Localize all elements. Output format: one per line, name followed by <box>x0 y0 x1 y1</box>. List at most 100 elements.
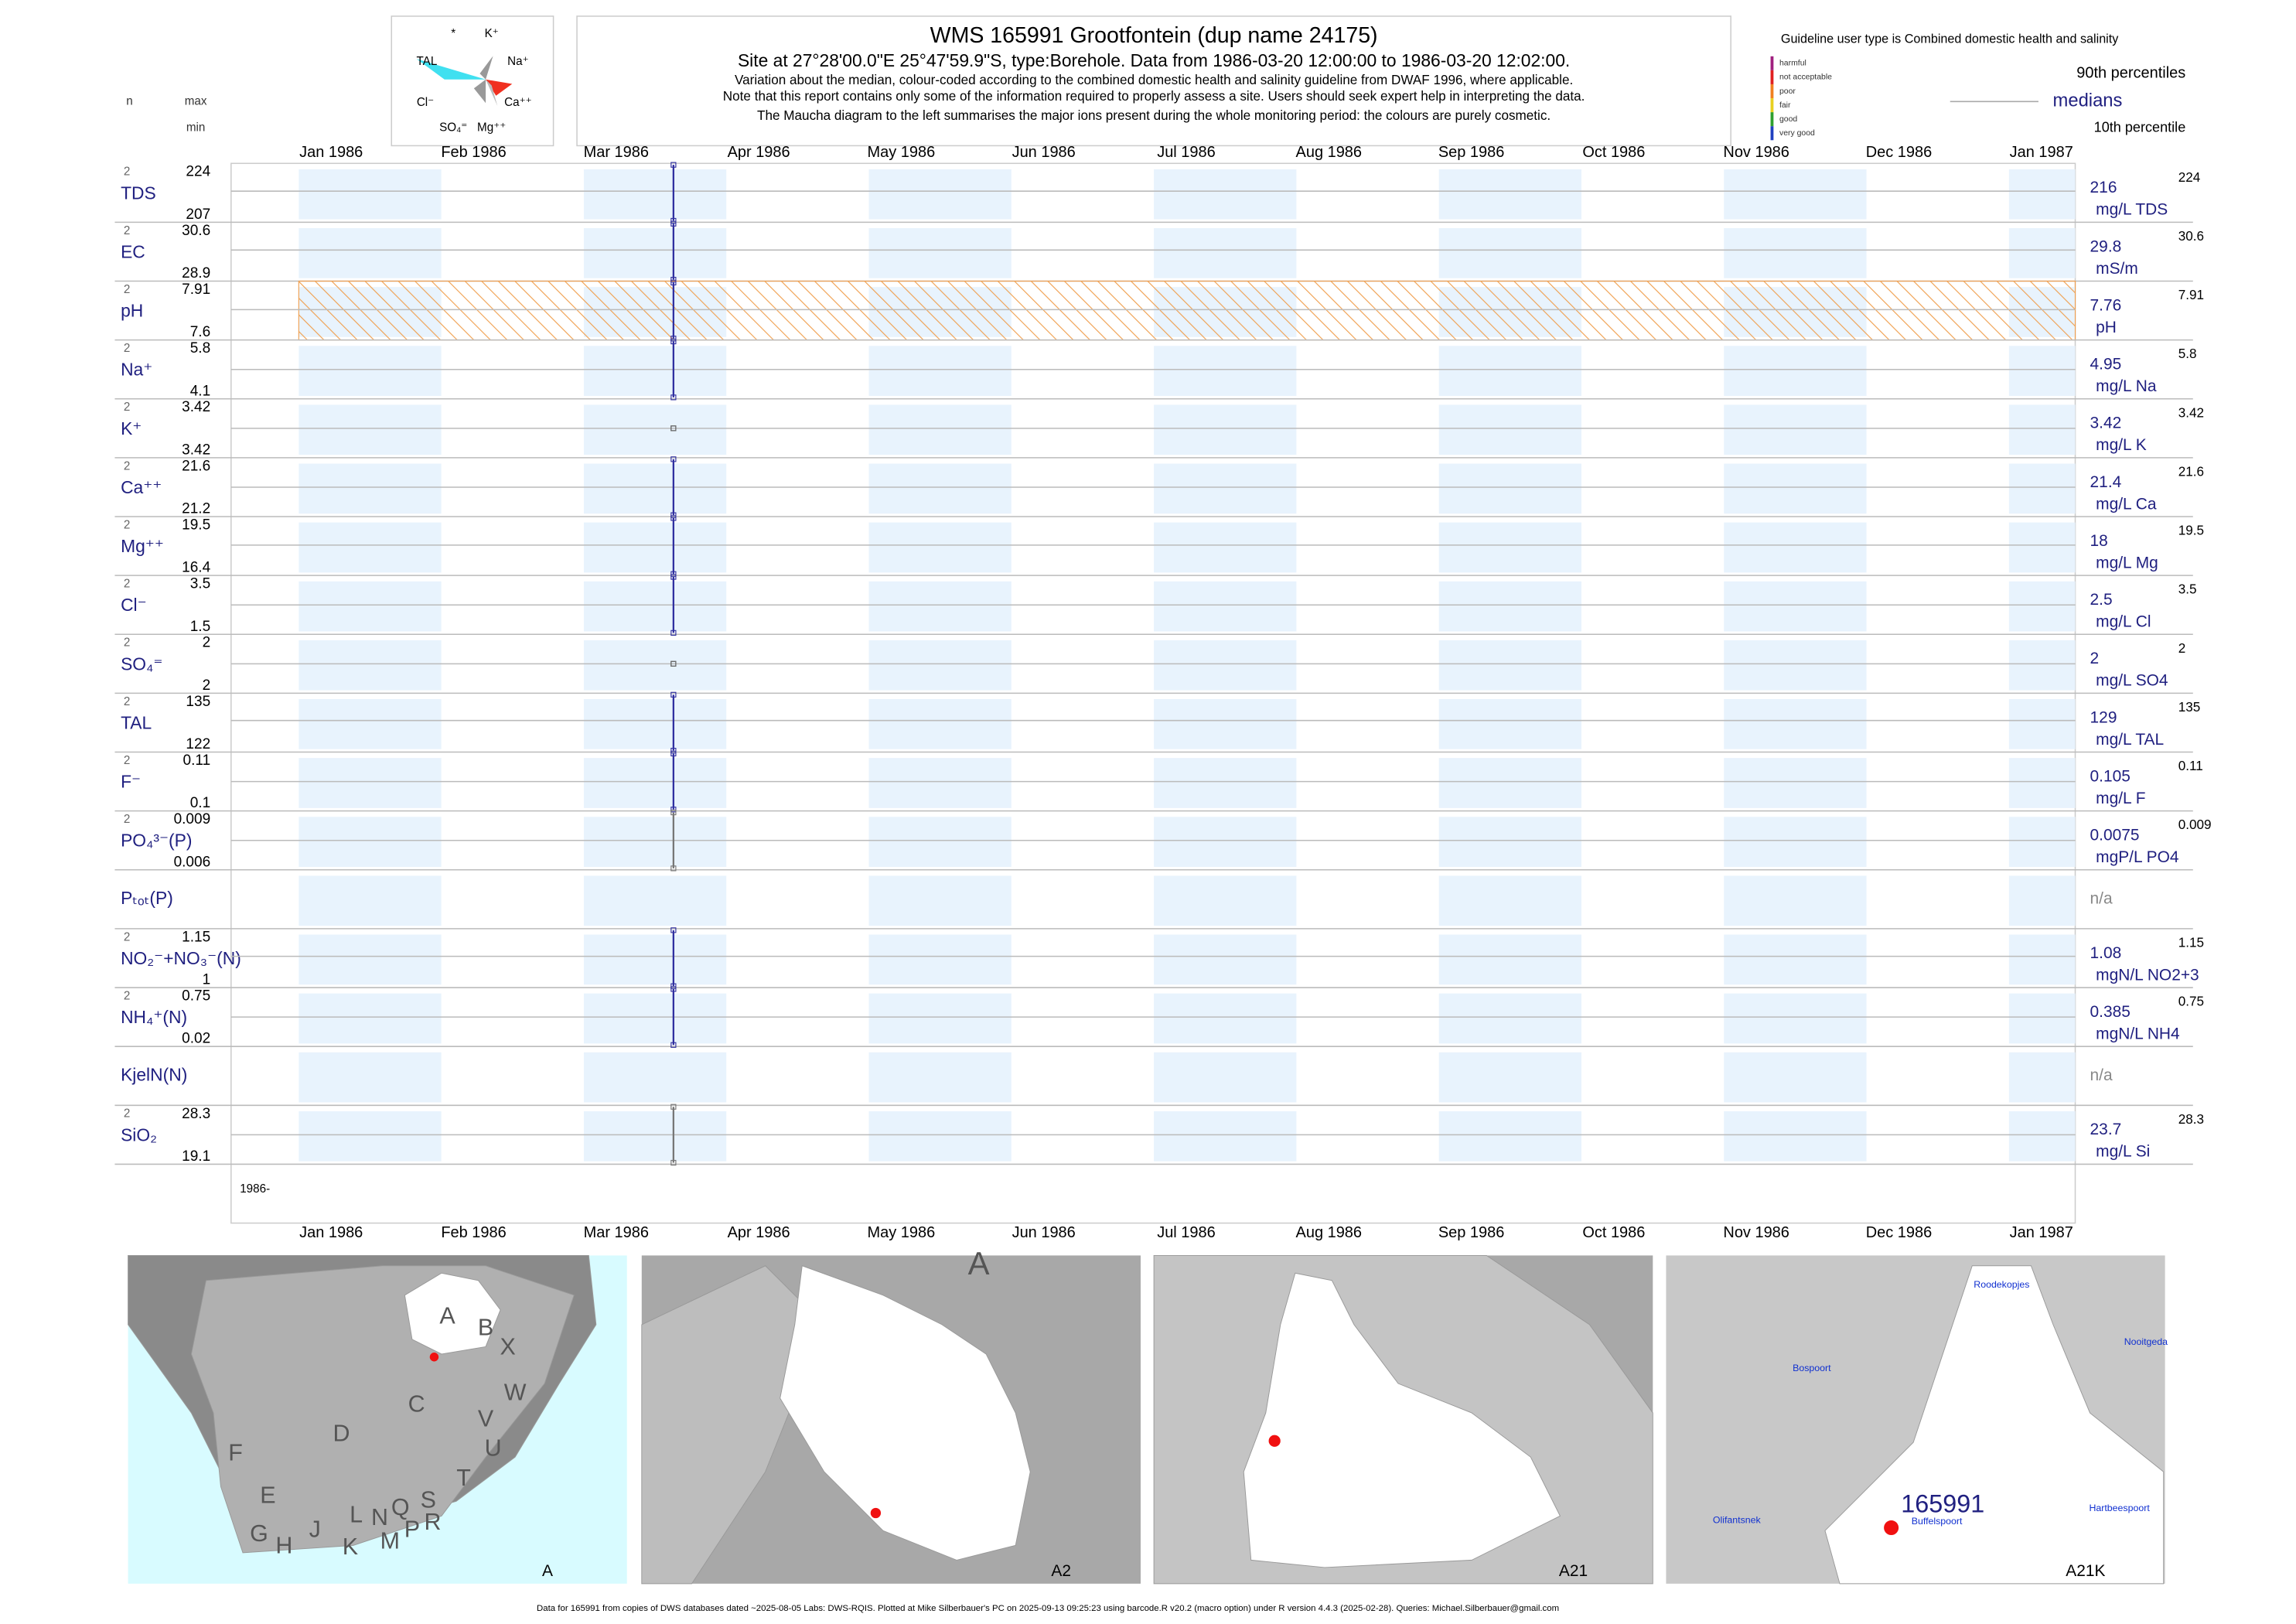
median-label: 7.76 <box>2090 296 2122 314</box>
maucha-sector <box>486 79 498 107</box>
month-band <box>868 758 1012 808</box>
map-area <box>780 1265 1031 1561</box>
maucha-label: * <box>451 27 455 40</box>
data-point <box>670 338 677 345</box>
place-label: Buffelspoort <box>1912 1516 1963 1527</box>
min-label: 0.1 <box>190 795 210 811</box>
data-point <box>670 162 677 168</box>
month-band <box>299 1111 442 1162</box>
x-tick-label: Sep 1986 <box>1438 144 1505 161</box>
unit-label: mg/L TDS <box>2096 201 2168 219</box>
data-point <box>670 1159 677 1166</box>
month-band <box>1154 227 1297 278</box>
month-band <box>2008 1052 2076 1103</box>
month-band <box>1154 934 1297 985</box>
x-tick-label: Apr 1986 <box>728 1224 790 1241</box>
map-letter: L <box>350 1501 363 1527</box>
legend-swatch <box>1770 84 1774 99</box>
sample-count: 2 <box>124 754 130 767</box>
maucha-label: SO₄⁼ <box>439 121 467 135</box>
median-label: 1.08 <box>2090 944 2122 962</box>
parameter-name: TAL <box>121 712 152 732</box>
month-band <box>583 640 727 691</box>
unit-label: mg/L Ca <box>2096 495 2157 513</box>
sample-count: 2 <box>124 165 130 179</box>
unit-label: mgP/L PO4 <box>2096 848 2179 866</box>
map-label: A21K <box>2066 1562 2105 1580</box>
median-label: 2.5 <box>2090 591 2113 609</box>
month-band <box>1154 463 1297 514</box>
month-band <box>583 875 727 926</box>
month-band <box>2008 817 2076 867</box>
x-tick-label: Jul 1986 <box>1157 1224 1216 1241</box>
site-marker <box>870 1507 882 1519</box>
year-label: 1986- <box>240 1182 270 1196</box>
sample-count: 2 <box>124 930 130 943</box>
month-band <box>1724 227 1867 278</box>
min-label: 4.1 <box>190 383 210 399</box>
legend-swatch <box>1770 98 1774 113</box>
month-band <box>299 346 442 396</box>
data-point <box>670 571 677 577</box>
month-band <box>1154 875 1297 926</box>
data-point <box>670 927 677 933</box>
month-band <box>583 169 727 220</box>
sample-count: 2 <box>124 518 130 531</box>
month-band <box>868 169 1012 220</box>
max-label: 7.91 <box>182 281 210 298</box>
legend-level: fair <box>1779 101 1791 110</box>
map-letter: B <box>478 1315 493 1341</box>
legend-swatch <box>1770 70 1774 84</box>
data-point <box>670 1042 677 1048</box>
month-band <box>1724 1052 1867 1103</box>
x-tick-label: Dec 1986 <box>1866 144 1932 161</box>
legend-level: harmful <box>1779 60 1806 68</box>
month-band <box>868 463 1012 514</box>
min-label: 0.006 <box>174 854 211 870</box>
maucha-label: Cl⁻ <box>417 96 434 109</box>
month-band <box>2008 1111 2076 1162</box>
note: Note that this report contains only some… <box>723 89 1585 104</box>
month-band <box>1724 640 1867 691</box>
parameter-name: SO₄⁼ <box>121 653 162 674</box>
unit-label: mS/m <box>2096 260 2138 278</box>
month-band <box>299 404 442 455</box>
maucha-box <box>391 15 554 147</box>
data-point <box>670 394 677 401</box>
month-band <box>1154 581 1297 632</box>
map-area <box>641 1265 825 1585</box>
x-tick-label: May 1986 <box>868 1224 936 1241</box>
month-band <box>583 817 727 867</box>
map-letter: V <box>478 1406 494 1432</box>
max-label: 2 <box>203 635 211 651</box>
month-band <box>868 346 1012 396</box>
footer: Data for 165991 from copies of DWS datab… <box>537 1604 1559 1613</box>
median-label: 18 <box>2090 532 2108 550</box>
min-label: 7.6 <box>190 324 210 340</box>
place-label: Hartbeespoort <box>2089 1503 2150 1513</box>
maucha-diagram <box>416 56 513 107</box>
data-point <box>670 807 677 813</box>
month-band <box>1154 758 1297 808</box>
x-tick-label: Jan 1986 <box>299 1224 363 1241</box>
place-label: Olifantsnek <box>1713 1514 1762 1525</box>
note: The Maucha diagram to the left summarise… <box>757 108 1551 123</box>
parameter-name: NO₂⁻+NO₃⁻(N) <box>121 948 241 968</box>
month-band <box>299 169 442 220</box>
x-tick-label: Jan 1987 <box>2010 144 2073 161</box>
map-label: A2 <box>1051 1562 1071 1580</box>
month-band <box>299 1052 442 1103</box>
map-letter: A <box>968 1245 990 1281</box>
month-band <box>1724 169 1867 220</box>
month-band <box>868 522 1012 573</box>
month-band <box>1724 404 1867 455</box>
map-letter: R <box>425 1509 442 1535</box>
month-band <box>299 758 442 808</box>
month-band <box>299 934 442 985</box>
month-band <box>868 640 1012 691</box>
x-tick-label: Jan 1986 <box>299 144 363 161</box>
sample-count: 2 <box>124 224 130 237</box>
month-band <box>1154 1052 1297 1103</box>
